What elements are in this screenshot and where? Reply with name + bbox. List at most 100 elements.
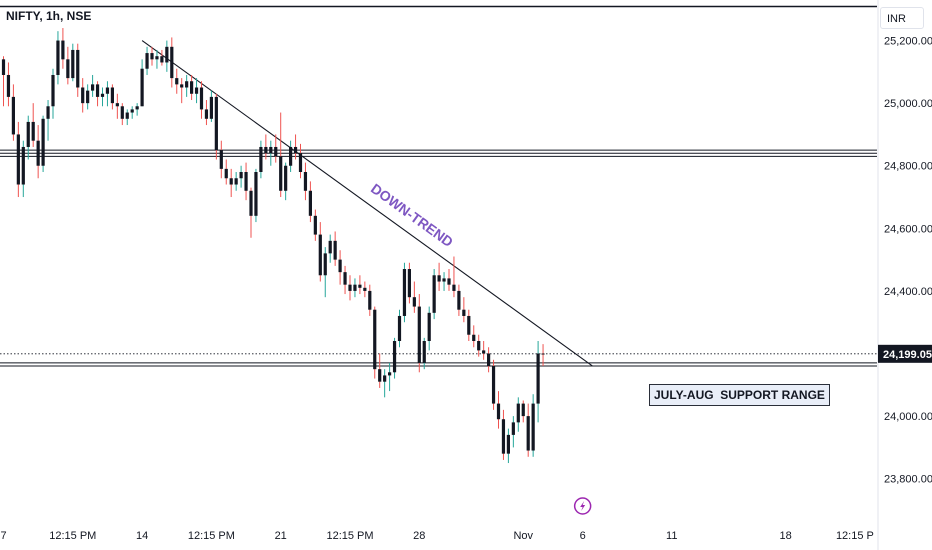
candle-body — [343, 272, 346, 285]
candle-body — [22, 147, 25, 185]
candle-body — [76, 50, 79, 88]
candle-body — [294, 147, 297, 153]
candle-body — [269, 147, 272, 153]
candle-body — [66, 59, 69, 78]
time-tick-label: 11 — [666, 530, 677, 542]
time-tick-label: 21 — [275, 530, 287, 542]
candle-body — [210, 97, 213, 119]
time-tick-label: Nov — [513, 530, 533, 542]
candle-body — [170, 47, 173, 78]
down-trend-label: DOWN-TREND — [368, 180, 456, 250]
candle-body — [141, 69, 144, 107]
candle-body — [274, 147, 277, 156]
candle-body — [418, 307, 421, 363]
time-tick-label: 12:15 P — [836, 530, 874, 542]
candle-body — [61, 41, 64, 60]
candle-body — [220, 150, 223, 169]
candle-body — [17, 134, 20, 184]
time-tick-label: 12:15 PM — [188, 530, 235, 542]
candle-body — [348, 285, 351, 291]
candle-body — [131, 109, 134, 112]
price-tick-label: 23,800.00 — [884, 474, 932, 486]
candle-body — [492, 366, 495, 404]
candle-body — [324, 253, 327, 275]
candle-body — [517, 404, 520, 423]
time-tick-label: 12:15 PM — [49, 530, 96, 542]
candle-body — [428, 313, 431, 341]
candle-body — [91, 84, 94, 90]
candle-body — [482, 350, 485, 353]
candle-body — [230, 178, 233, 184]
candle-body — [497, 404, 500, 420]
candle-body — [32, 122, 35, 141]
candle-body — [502, 419, 505, 453]
candle-body — [106, 88, 109, 94]
candle-body — [27, 122, 30, 147]
candle-body — [165, 47, 168, 63]
time-tick-label: 28 — [413, 530, 425, 542]
candle-body — [408, 269, 411, 297]
candle-body — [284, 166, 287, 191]
candle-body — [388, 372, 391, 375]
candle-body — [136, 106, 139, 109]
candle-body — [452, 285, 455, 291]
candle-body — [111, 88, 114, 104]
candle-body — [378, 369, 381, 382]
candle-body — [46, 106, 49, 119]
candle-body — [363, 288, 366, 291]
candle-body — [477, 341, 480, 350]
candle-body — [2, 59, 5, 75]
candle-body — [299, 153, 302, 172]
candle-body — [358, 285, 361, 288]
candle-body — [155, 56, 158, 59]
candle-body — [512, 422, 515, 435]
candle-body — [195, 88, 198, 94]
candle-body — [403, 269, 406, 316]
candle-body — [71, 50, 74, 78]
candle-body — [185, 81, 188, 87]
candle-body — [334, 241, 337, 260]
candle-body — [532, 404, 535, 451]
down-trend-line — [142, 41, 592, 366]
candle-body — [205, 109, 208, 118]
candle-body — [249, 191, 252, 216]
time-tick-label: 18 — [779, 530, 791, 542]
candle-body — [339, 260, 342, 273]
currency-selector[interactable]: INR — [880, 7, 924, 29]
candle-body — [319, 235, 322, 276]
candle-body — [240, 172, 243, 178]
candle-body — [12, 97, 15, 135]
candle-body — [215, 97, 218, 150]
candle-body — [37, 141, 40, 166]
candle-body — [116, 103, 119, 106]
time-tick-label: 14 — [136, 530, 148, 542]
candle-body — [145, 53, 148, 69]
candle-body — [81, 88, 84, 104]
price-tick-label: 24,800.00 — [884, 161, 932, 173]
candle-body — [433, 275, 436, 313]
time-tick-label: 6 — [580, 530, 586, 542]
candle-body — [126, 113, 129, 119]
candle-body — [368, 291, 371, 310]
candle-body — [225, 169, 228, 178]
candle-body — [175, 78, 178, 84]
candle-body — [541, 354, 544, 355]
price-tick-label: 25,200.00 — [884, 36, 932, 48]
candle-body — [51, 75, 54, 106]
last-price-tag-label: 24,199.05 — [883, 349, 932, 361]
candle-body — [467, 316, 470, 335]
candle-body — [537, 354, 540, 404]
candle-body — [190, 81, 193, 94]
candle-body — [86, 91, 89, 104]
candle-body — [279, 156, 282, 190]
candle-body — [289, 147, 292, 166]
candle-body — [304, 172, 307, 191]
candle-body — [383, 375, 386, 381]
candle-body — [413, 297, 416, 306]
candle-body — [121, 106, 124, 119]
candle-body — [314, 216, 317, 235]
price-tick-label: 24,000.00 — [884, 411, 932, 423]
candle-body — [42, 119, 45, 166]
candle-body — [457, 291, 460, 310]
